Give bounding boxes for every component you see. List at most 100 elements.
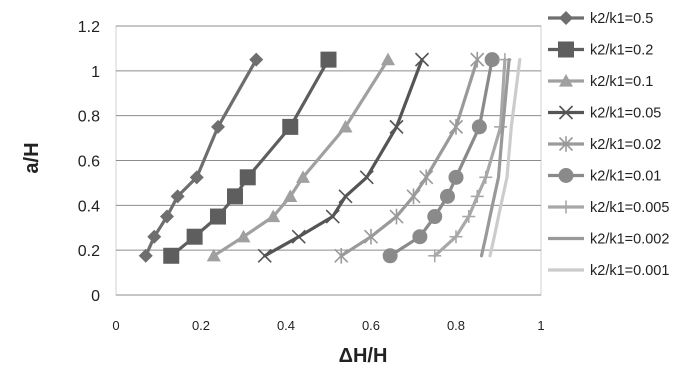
y-tick-label: 0.8: [78, 109, 100, 126]
data-point: [359, 170, 374, 185]
x-tick-label: 0: [112, 318, 119, 333]
legend-item: k2/k1=0.2: [548, 41, 653, 59]
legend-marker: [559, 11, 573, 25]
data-point: [449, 230, 463, 244]
legend-label: k2/k1=0.02: [590, 137, 661, 153]
data-point: [382, 248, 398, 264]
legend-label: k2/k1=0.1: [590, 74, 653, 90]
legend-item: k2/k1=0.005: [548, 200, 669, 216]
legend-label: k2/k1=0.5: [590, 11, 653, 27]
data-point: [239, 169, 256, 186]
data-point: [138, 248, 153, 263]
data-point: [462, 210, 476, 224]
legend-label: k2/k1=0.001: [590, 263, 669, 279]
data-point: [428, 249, 442, 263]
data-point: [282, 118, 299, 135]
legend-marker: [558, 168, 574, 183]
y-tick-label: 0.2: [78, 243, 100, 260]
data-point: [448, 119, 464, 135]
data-point: [236, 229, 251, 243]
data-point: [334, 247, 349, 264]
y-tick-label: 0: [91, 288, 100, 305]
data-point: [283, 189, 298, 202]
legend-item: k2/k1=0.02: [548, 136, 661, 153]
x-tick-label: 0.6: [362, 318, 380, 333]
data-point: [406, 188, 421, 205]
series-line: [433, 57, 507, 258]
legend-item: k2/k1=0.5: [548, 11, 653, 27]
data-point: [227, 188, 243, 205]
series-line: [169, 57, 331, 258]
data-point: [147, 229, 162, 244]
legend-label: k2/k1=0.05: [590, 106, 661, 122]
series-k2/k1=0.01: [382, 52, 500, 264]
data-point: [338, 189, 353, 204]
legend-marker: [558, 105, 574, 120]
y-axis-title: a/H: [21, 142, 43, 173]
data-point: [479, 170, 493, 184]
data-point: [381, 52, 395, 66]
data-point: [471, 119, 487, 135]
data-point: [427, 209, 443, 225]
data-point: [189, 170, 204, 185]
data-point: [296, 170, 310, 183]
data-point: [170, 189, 185, 204]
legend-label: k2/k1=0.005: [590, 200, 669, 216]
x-tick-labels: 0 0.2 0.4 0.6 0.8 1: [112, 318, 544, 333]
legend-label: k2/k1=0.01: [590, 169, 661, 185]
series-line: [488, 57, 522, 258]
legend-item: k2/k1=0.1: [548, 74, 653, 90]
x-axis-title: ΔH/H: [339, 345, 388, 367]
data-point: [448, 169, 464, 185]
y-tick-label: 0.4: [78, 198, 100, 215]
legend-label: k2/k1=0.002: [590, 232, 669, 248]
x-tick-label: 0.4: [277, 318, 295, 333]
series-line: [263, 57, 424, 258]
data-point: [470, 51, 485, 68]
data-point: [414, 52, 430, 67]
y-tick-label: 0.6: [78, 154, 100, 171]
series-line: [479, 57, 511, 258]
data-point: [389, 208, 404, 225]
data-point: [412, 229, 428, 245]
series-k2/k1=0.005: [428, 53, 512, 263]
data-point: [494, 120, 508, 134]
series-k2/k1=0.05: [257, 52, 430, 263]
legend-marker: [559, 74, 573, 87]
data-point: [320, 51, 337, 68]
data-point: [325, 209, 340, 224]
data-point: [338, 119, 353, 133]
data-point: [363, 228, 379, 245]
legend-label: k2/k1=0.2: [590, 43, 653, 59]
legend-item: k2/k1=0.01: [548, 168, 661, 185]
y-tick-label: 1.2: [78, 19, 100, 36]
y-tick-labels: 0 0.2 0.4 0.6 0.8 1 1.2: [78, 19, 100, 305]
series-k2/k1=0.1: [206, 52, 395, 262]
data-point: [163, 247, 180, 264]
gridlines: [116, 25, 541, 296]
data-point: [210, 208, 226, 225]
data-point: [249, 52, 264, 67]
data-point: [186, 228, 203, 245]
x-tick-label: 1: [537, 318, 544, 333]
series-k2/k1=0.001: [488, 57, 522, 258]
data-point: [470, 189, 484, 203]
data-point: [484, 52, 500, 68]
x-tick-label: 0.2: [192, 318, 210, 333]
x-tick-label: 0.8: [447, 318, 465, 333]
legend-marker: [558, 41, 574, 58]
legend: k2/k1=0.5 k2/k1=0.2 k2/k1=0.1 k2/k1=0.05 k2/…: [548, 11, 669, 279]
legend-item: k2/k1=0.001: [548, 263, 669, 279]
data-point: [266, 209, 281, 223]
data-point: [257, 248, 272, 263]
data-point: [440, 188, 455, 204]
data-point: [206, 248, 221, 262]
data-point: [291, 229, 306, 244]
series-k2/k1=0.2: [163, 51, 337, 264]
legend-item: k2/k1=0.05: [548, 105, 661, 122]
series-line: [144, 57, 258, 258]
legend-item: k2/k1=0.002: [548, 232, 669, 248]
y-tick-label: 1: [91, 64, 100, 81]
data-point: [160, 209, 174, 224]
